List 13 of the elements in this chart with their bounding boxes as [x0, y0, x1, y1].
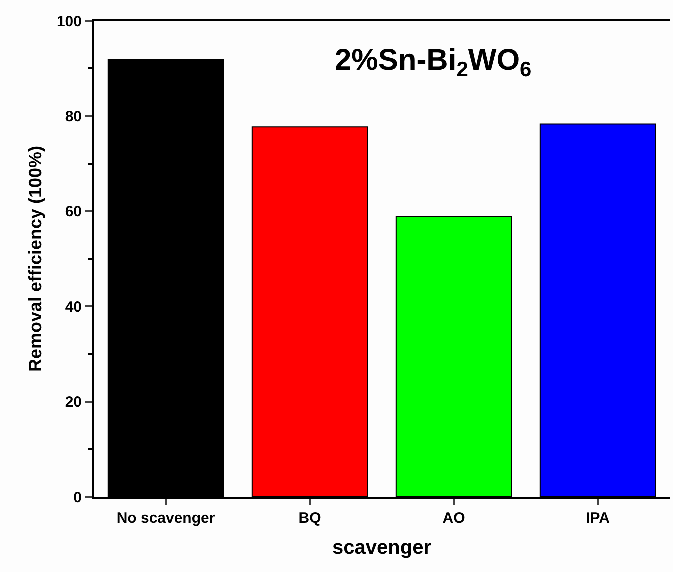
y-tick-label: 60 [65, 204, 82, 221]
y-tick-label: 0 [74, 489, 82, 506]
y-tick-label: 40 [65, 298, 82, 316]
y-tick-label: 20 [65, 394, 82, 412]
x-tick-label: AO [442, 510, 466, 527]
x-tick-label: IPA [586, 510, 610, 527]
x-tick-label: No scavenger [116, 510, 216, 527]
x-tick-label: BQ [298, 510, 322, 527]
x-axis-title: scavenger [332, 537, 432, 559]
y-axis-title: Removal efficiency (100%) [26, 146, 46, 372]
y-tick-label: 80 [65, 108, 82, 126]
y-tick-label: 100 [56, 13, 82, 30]
text: 2%Sn-Bi$_{2}$WO$_{6}$ [335, 44, 532, 82]
